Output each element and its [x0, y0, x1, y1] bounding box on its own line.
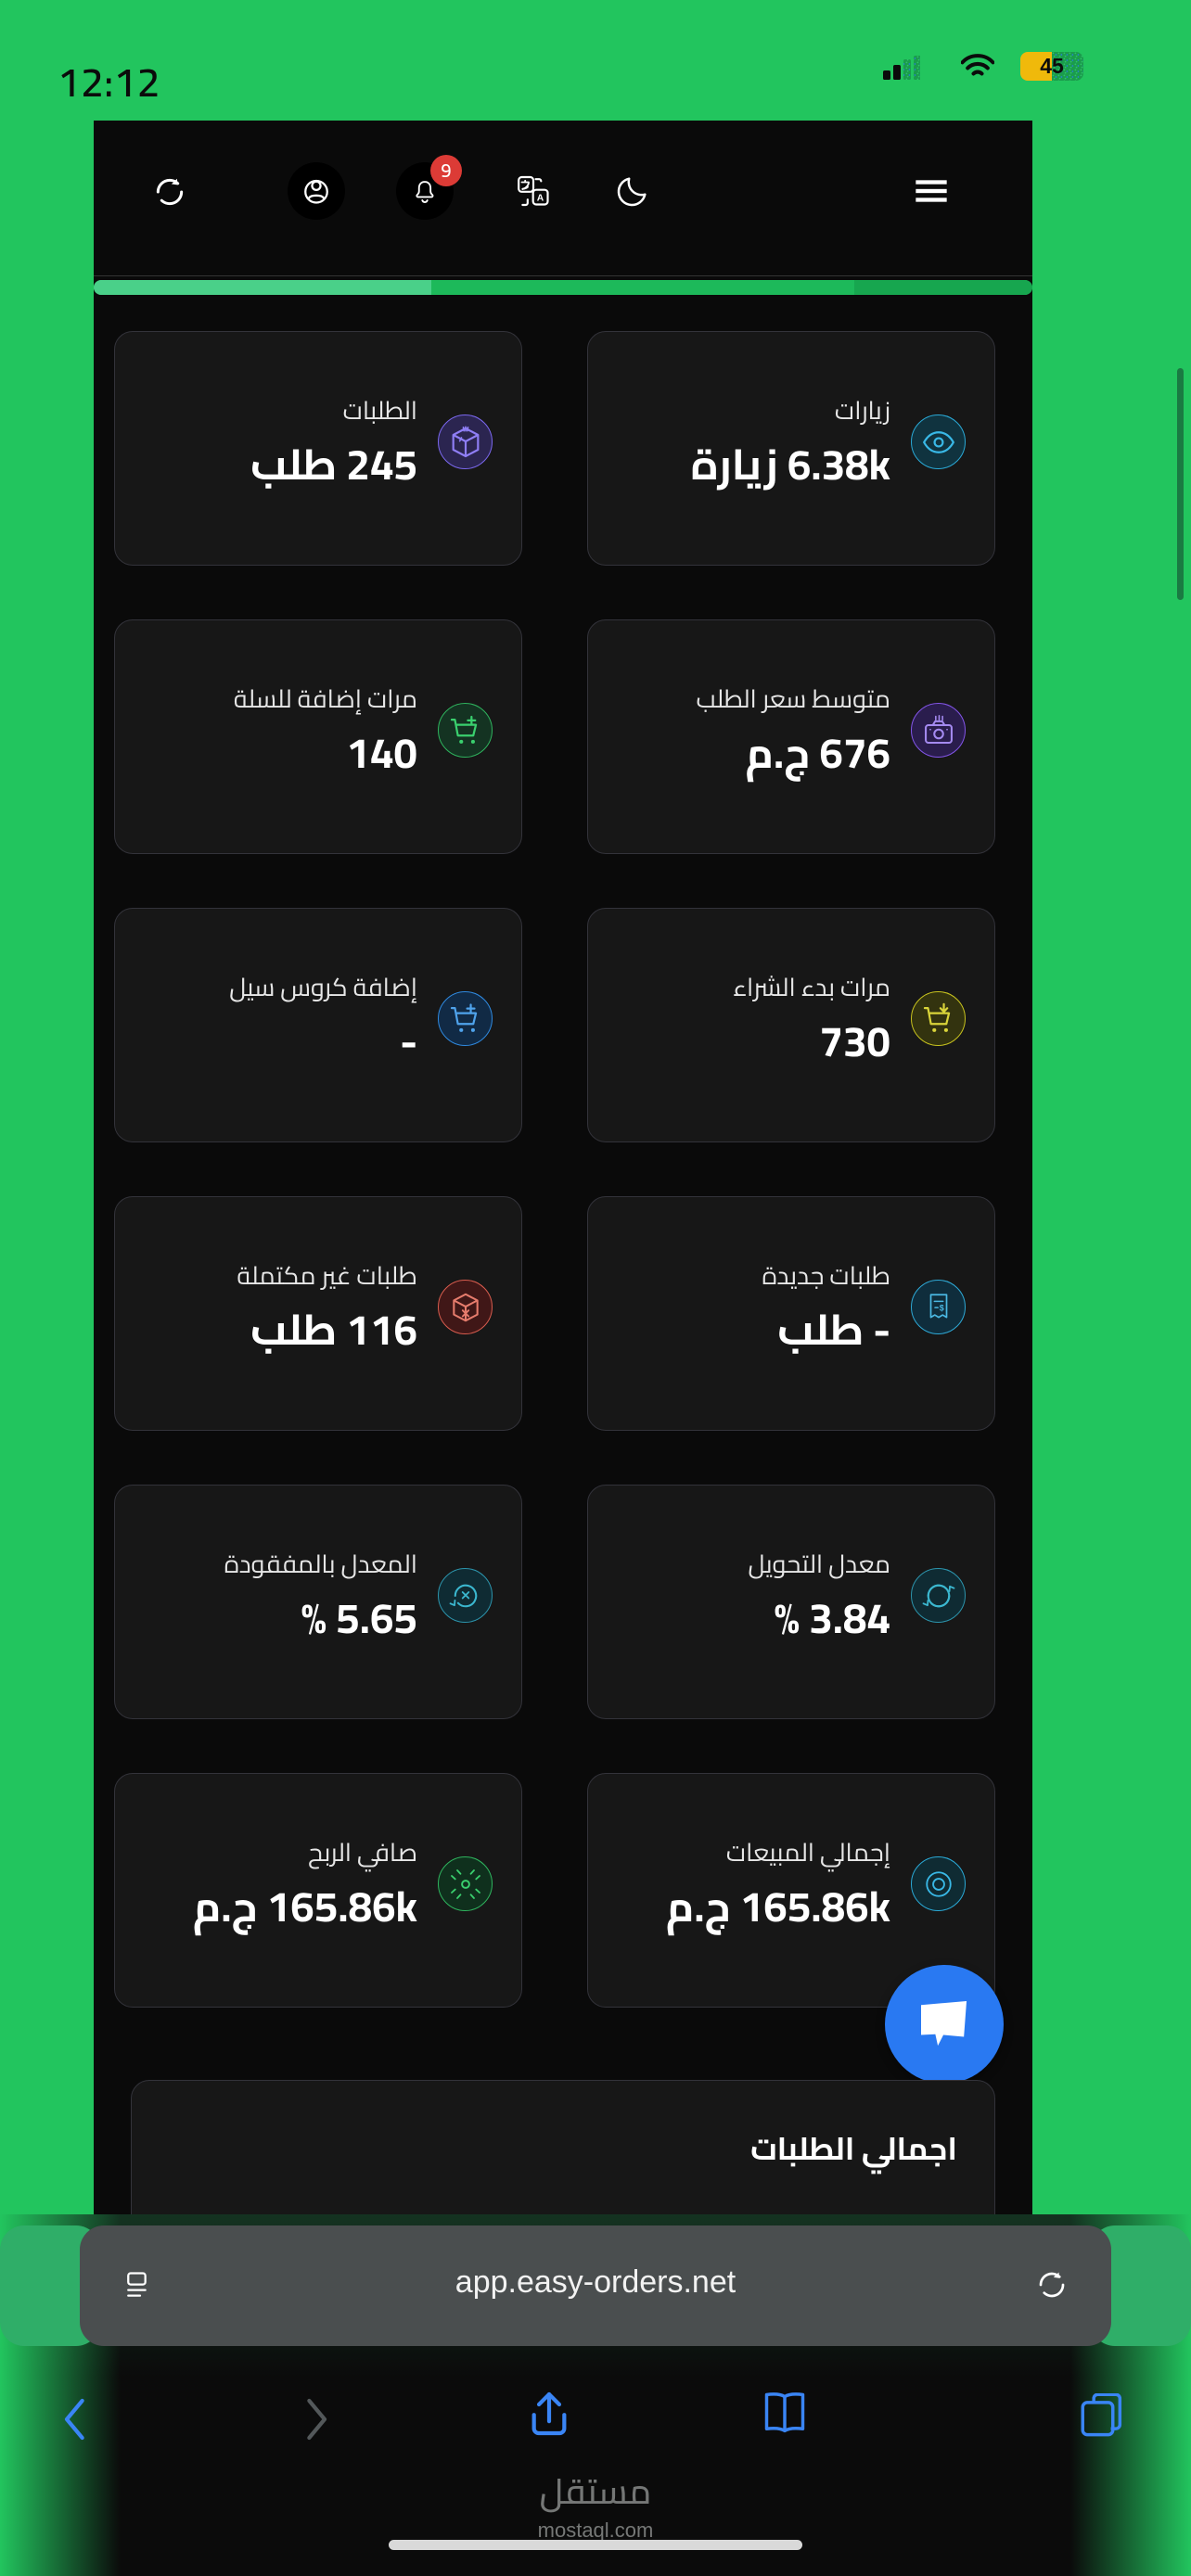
svg-text:$: $ — [939, 1303, 943, 1312]
svg-text:A: A — [537, 194, 544, 204]
